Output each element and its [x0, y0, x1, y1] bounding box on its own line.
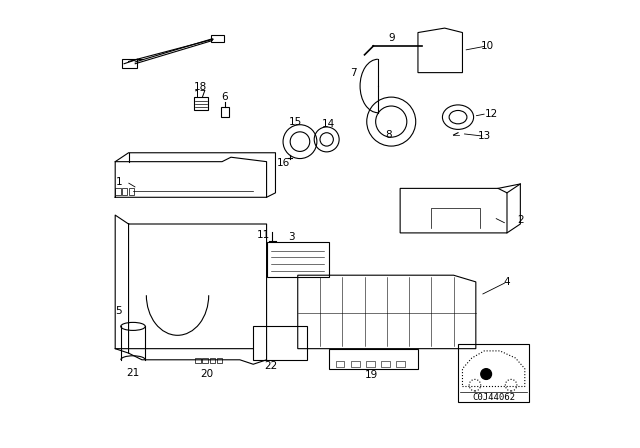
Text: 21: 21 [126, 368, 140, 378]
Text: 8: 8 [386, 130, 392, 140]
Text: C0J44062: C0J44062 [472, 393, 515, 402]
Text: 1: 1 [115, 177, 122, 187]
Text: 3: 3 [288, 233, 294, 242]
Text: 7: 7 [350, 68, 356, 78]
Circle shape [481, 369, 492, 379]
Text: 22: 22 [264, 361, 278, 370]
Text: 9: 9 [388, 33, 394, 43]
Text: 2: 2 [517, 215, 524, 224]
Text: 14: 14 [323, 119, 335, 129]
Text: 16: 16 [277, 158, 290, 168]
Text: 18: 18 [194, 82, 207, 92]
Text: 13: 13 [478, 131, 492, 141]
Text: 12: 12 [484, 108, 498, 119]
Text: 6: 6 [221, 92, 228, 102]
Text: 10: 10 [481, 41, 493, 51]
Text: 15: 15 [289, 117, 302, 128]
Text: 5: 5 [115, 306, 122, 316]
Text: 19: 19 [365, 370, 378, 380]
Text: 20: 20 [200, 369, 213, 379]
Text: 4: 4 [504, 277, 510, 287]
Text: 17: 17 [194, 90, 207, 100]
Text: 11: 11 [257, 230, 270, 240]
